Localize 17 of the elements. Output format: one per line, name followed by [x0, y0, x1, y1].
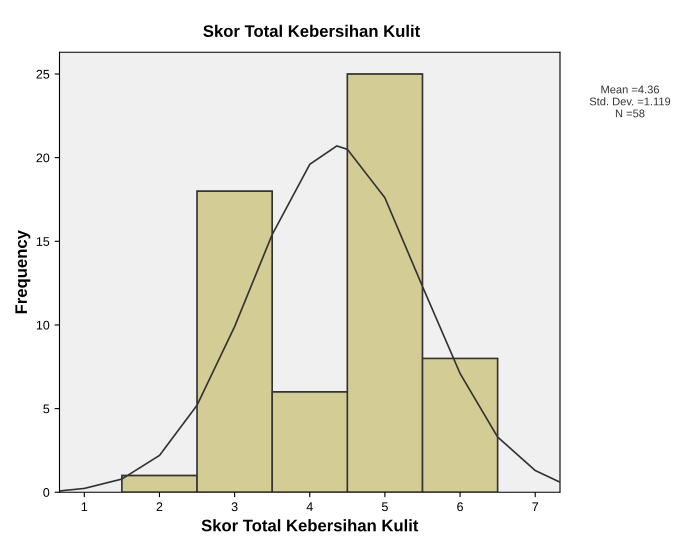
- y-tick-label: 0: [43, 488, 50, 497]
- x-tick-label: 2: [156, 502, 162, 512]
- x-tick-label: 3: [232, 502, 238, 512]
- y-tick-label: 10: [36, 320, 50, 330]
- x-tick-label: 6: [457, 502, 463, 512]
- y-tick-label: 20: [36, 153, 50, 162]
- x-axis-title: Skor Total Kebersihan Kulit: [202, 519, 418, 532]
- y-tick-label: 5: [43, 404, 50, 414]
- x-tick-label: 4: [306, 502, 313, 512]
- y-tick-label: 15: [36, 237, 50, 246]
- y-tick-label: 25: [36, 70, 50, 79]
- y-axis-title: Frequency: [15, 230, 30, 314]
- x-tick-label: 1: [82, 502, 88, 512]
- x-tick-label: 7: [532, 502, 538, 512]
- chart-title: Skor Total Kebersihan Kulit: [203, 24, 420, 37]
- x-tick-label: 5: [382, 502, 388, 512]
- text: Mean =4.36 Std. Dev. =1.119 N =58: [590, 86, 670, 118]
